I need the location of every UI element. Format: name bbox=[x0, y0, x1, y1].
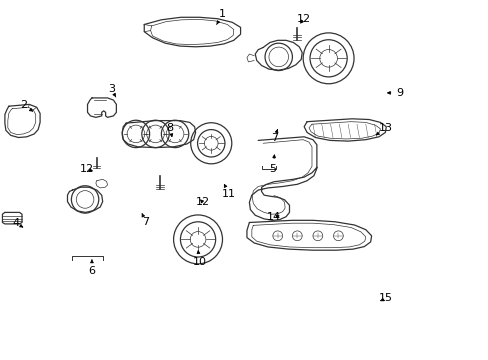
Text: 6: 6 bbox=[88, 260, 95, 276]
Text: 9: 9 bbox=[387, 88, 403, 98]
Text: 4: 4 bbox=[13, 218, 23, 228]
Text: 12: 12 bbox=[80, 164, 94, 174]
Text: 7: 7 bbox=[142, 214, 149, 227]
Text: 2: 2 bbox=[20, 100, 33, 111]
Text: 8: 8 bbox=[166, 123, 173, 137]
Text: 15: 15 bbox=[379, 293, 392, 303]
Text: 14: 14 bbox=[266, 212, 280, 222]
Text: 3: 3 bbox=[108, 84, 116, 97]
Text: 10: 10 bbox=[192, 251, 206, 267]
Text: 12: 12 bbox=[196, 197, 209, 207]
Text: 7: 7 bbox=[271, 130, 278, 143]
Text: 13: 13 bbox=[375, 123, 392, 135]
Text: 12: 12 bbox=[297, 14, 310, 24]
Text: 11: 11 bbox=[222, 184, 235, 199]
Text: 5: 5 bbox=[269, 155, 276, 174]
Text: 1: 1 bbox=[216, 9, 225, 24]
